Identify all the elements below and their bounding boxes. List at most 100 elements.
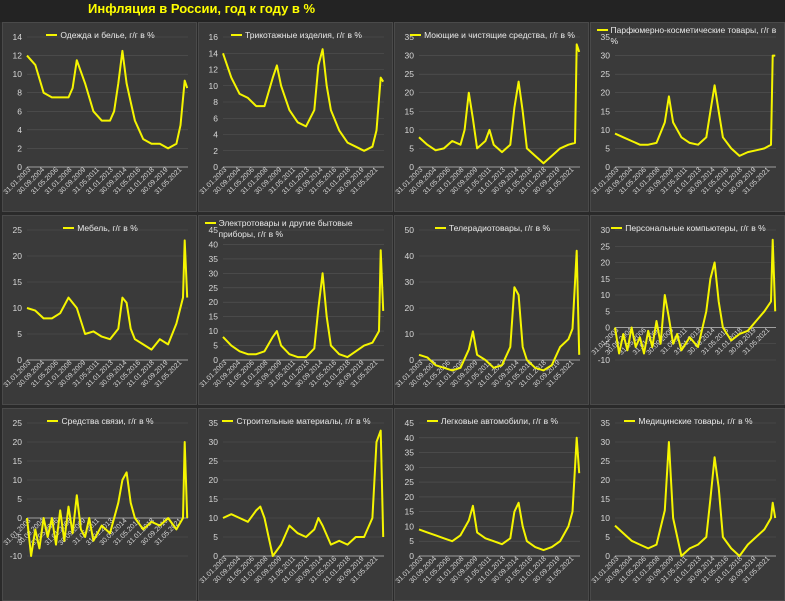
y-tick-label: 2: [17, 143, 22, 153]
chart-panel-7: 0 10 20 30 40 50 31.01.2003 30.09.2004 31.05.200…: [394, 215, 589, 405]
chart-svg-6: 05101520253035404531.01.200330.09.200431…: [199, 225, 385, 389]
chart-panel-9: -10 -5 0 5 10 15 20 25 31.01.2003 30.09.2004 31.05…: [2, 408, 197, 601]
y-tick-label: 20: [13, 437, 23, 447]
chart-svg-8: -10-505101520253031.01.200330.09.200431.…: [591, 225, 777, 365]
y-tick-label: 20: [601, 258, 611, 268]
chart-svg-4: 0510152025303531.01.200330.09.200431.05.…: [591, 32, 776, 196]
chart-svg-5: 051015202531.01.200330.09.200431.05.2006…: [3, 225, 189, 389]
y-tick-label: -5: [602, 339, 610, 349]
y-tick-label: 30: [601, 437, 611, 447]
y-tick-label: 12: [13, 51, 23, 61]
y-tick-label: 5: [409, 536, 414, 546]
y-tick-label: 0: [605, 323, 610, 333]
series-line: [614, 54, 776, 157]
y-tick-label: 4: [213, 130, 218, 140]
y-tick-label: 14: [209, 48, 219, 58]
y-tick-label: 25: [13, 225, 23, 235]
series-line: [418, 249, 581, 372]
chart-svg-7: 0102030405031.01.200330.09.200431.05.200…: [395, 225, 581, 389]
y-tick-label: 15: [405, 507, 415, 517]
y-tick-label: 5: [605, 306, 610, 316]
chart-panel-8: -10 -5 0 5 10 15 20 25 30 31.01.2003 30.09.2004 31.…: [590, 215, 785, 405]
y-tick-label: 25: [13, 418, 23, 428]
chart-panel-6: 0 5 10 15 20 25 30 35 40 45 31.01.2003 30.09.2004 31…: [198, 215, 393, 405]
y-tick-label: 0: [17, 513, 22, 523]
y-tick-label: 0: [213, 355, 218, 365]
chart-svg-1: 0246810121431.01.200330.09.200431.05.200…: [3, 32, 189, 196]
y-tick-label: 25: [601, 456, 611, 466]
series-line: [26, 239, 189, 351]
chart-panel-4: 0 5 10 15 20 25 30 35 31.01.2003 30.09.2004 31.05.…: [590, 22, 785, 212]
y-tick-label: 35: [405, 32, 415, 42]
y-tick-label: 0: [409, 162, 414, 172]
y-tick-label: 15: [405, 106, 415, 116]
y-tick-label: 10: [601, 290, 611, 300]
y-tick-label: 0: [213, 162, 218, 172]
y-tick-label: 0: [213, 551, 218, 561]
y-tick-label: 10: [405, 521, 415, 531]
y-tick-label: 25: [601, 69, 611, 79]
y-tick-label: -10: [10, 551, 23, 561]
y-tick-label: 10: [13, 303, 23, 313]
y-tick-label: 35: [601, 32, 611, 42]
y-tick-label: 10: [405, 329, 415, 339]
y-tick-label: 10: [601, 513, 611, 523]
y-tick-label: 10: [209, 81, 219, 91]
chart-svg-11: 05101520253035404531.01.200330.09.200431…: [395, 418, 581, 585]
series-line: [222, 48, 385, 152]
y-tick-label: 10: [13, 475, 23, 485]
y-tick-label: 10: [405, 125, 415, 135]
y-tick-label: 25: [405, 69, 415, 79]
chart-svg-10: 0510152025303531.01.200330.09.200431.05.…: [199, 418, 385, 585]
y-tick-label: 20: [601, 88, 611, 98]
chart-svg-2: 024681012141631.01.200330.09.200431.05.2…: [199, 32, 385, 196]
chart-panel-11: 0 5 10 15 20 25 30 35 40 45 31.01.2003 30.09.2004 31…: [394, 408, 589, 601]
series-line: [26, 49, 189, 150]
y-tick-label: 30: [209, 437, 219, 447]
y-tick-label: 4: [17, 125, 22, 135]
y-tick-label: 5: [213, 341, 218, 351]
chart-svg-3: 0510152025303531.01.200330.09.200431.05.…: [395, 32, 581, 196]
y-tick-label: 2: [213, 146, 218, 156]
y-tick-label: 35: [601, 418, 611, 428]
y-tick-label: 5: [17, 494, 22, 504]
y-tick-label: 15: [601, 494, 611, 504]
chart-panel-3: 0 5 10 15 20 25 30 35 31.01.2003 30.09.2004 31.05.…: [394, 22, 589, 212]
chart-grid: 0 2 4 6 8 10 12 14 31.01.2003 30.09.2004 31.05.200…: [0, 22, 785, 601]
y-tick-label: 16: [209, 32, 219, 42]
y-tick-label: 10: [209, 513, 219, 523]
y-tick-label: 20: [209, 475, 219, 485]
y-tick-label: -5: [14, 532, 22, 542]
chart-panel-1: 0 2 4 6 8 10 12 14 31.01.2003 30.09.2004 31.05.200…: [2, 22, 197, 212]
y-tick-label: 40: [405, 433, 415, 443]
y-tick-label: 6: [17, 106, 22, 116]
y-tick-label: 20: [601, 475, 611, 485]
chart-panel-2: 0 2 4 6 8 10 12 14 16 31.01.2003 30.09.2004 31.05.2…: [198, 22, 393, 212]
y-tick-label: 0: [605, 551, 610, 561]
series-line: [26, 441, 189, 557]
chart-svg-12: 0510152025303531.01.200330.09.200431.05.…: [591, 418, 777, 585]
chart-panel-10: 0 5 10 15 20 25 30 35 31.01.2003 30.09.2004 31.05.…: [198, 408, 393, 601]
y-tick-label: 35: [209, 254, 219, 264]
y-tick-label: 5: [17, 329, 22, 339]
chart-panel-12: 0 5 10 15 20 25 30 35 31.01.2003 30.09.2004 31.05.…: [590, 408, 785, 601]
y-tick-label: 15: [601, 274, 611, 284]
y-tick-label: 15: [601, 106, 611, 116]
y-tick-label: 15: [13, 456, 23, 466]
series-line: [222, 429, 385, 557]
y-tick-label: 50: [405, 225, 415, 235]
y-tick-label: 5: [409, 143, 414, 153]
y-tick-label: 45: [405, 418, 415, 428]
y-tick-label: 8: [213, 97, 218, 107]
y-tick-label: 20: [405, 303, 415, 313]
y-tick-label: 25: [209, 456, 219, 466]
y-tick-label: 25: [209, 283, 219, 293]
y-tick-label: 5: [213, 532, 218, 542]
y-tick-label: 25: [601, 241, 611, 251]
y-tick-label: 0: [605, 162, 610, 172]
y-tick-label: 40: [405, 251, 415, 261]
y-tick-label: 30: [405, 462, 415, 472]
y-tick-label: 40: [209, 239, 219, 249]
y-tick-label: 25: [405, 477, 415, 487]
series-line: [614, 441, 777, 557]
